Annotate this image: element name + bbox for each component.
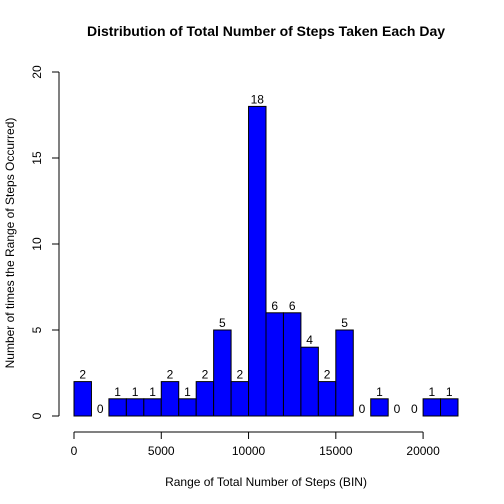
bar <box>73 381 92 417</box>
y-tick-label: 20 <box>30 65 44 79</box>
bar <box>195 381 215 417</box>
bar-count-label: 0 <box>97 402 104 416</box>
bar-count-label: 0 <box>394 402 401 416</box>
bar <box>265 312 284 417</box>
bar-count-label: 4 <box>306 333 313 347</box>
bar-count-label: 1 <box>149 385 156 399</box>
x-tick-label: 5000 <box>148 444 175 458</box>
bar <box>160 381 180 417</box>
x-tick-label: 20000 <box>406 444 440 458</box>
bar-count-label: 2 <box>236 368 243 382</box>
bar-count-label: 2 <box>167 368 174 382</box>
bar-count-label: 1 <box>376 385 383 399</box>
chart-title: Distribution of Total Number of Steps Ta… <box>87 23 445 39</box>
bars-group <box>73 105 459 417</box>
y-tick-label: 5 <box>30 326 44 333</box>
bar <box>248 105 267 417</box>
bar <box>213 329 232 417</box>
y-axis: 0 5 10 15 20 <box>30 65 60 419</box>
bar-count-label: 2 <box>202 368 209 382</box>
bar-count-label: 0 <box>411 402 418 416</box>
bar <box>125 398 145 417</box>
bar-count-label: 1 <box>132 385 139 399</box>
bar <box>282 312 302 417</box>
bar-count-label: 1 <box>184 385 191 399</box>
bar <box>178 398 197 417</box>
bar <box>440 398 459 417</box>
bar-count-label: 6 <box>289 299 296 313</box>
x-tick-label: 10000 <box>232 444 266 458</box>
bar-count-label: 2 <box>324 368 331 382</box>
bar-count-label: 5 <box>219 316 226 330</box>
x-axis-label: Range of Total Number of Steps (BIN) <box>165 475 367 489</box>
bar-count-label: 1 <box>428 385 435 399</box>
bar <box>143 398 162 417</box>
bar-count-label: 2 <box>79 368 86 382</box>
y-axis-label: Number of times the Range of Steps Occur… <box>3 118 17 369</box>
bar-count-label: 1 <box>446 385 453 399</box>
bar-count-label: 18 <box>251 92 265 106</box>
bar-count-label: 1 <box>114 385 121 399</box>
y-tick-label: 0 <box>30 412 44 419</box>
x-axis: 0 5000 10000 15000 20000 <box>71 431 440 458</box>
bar <box>370 398 389 417</box>
y-tick-label: 15 <box>30 151 44 165</box>
bar-count-label: 5 <box>341 316 348 330</box>
bar <box>317 381 337 417</box>
bar <box>300 346 319 417</box>
y-tick-label: 10 <box>30 237 44 251</box>
bar-count-label: 6 <box>271 299 278 313</box>
bar-count-label: 0 <box>359 402 366 416</box>
bar <box>230 381 250 417</box>
bar <box>108 398 127 417</box>
bar <box>422 398 442 417</box>
bar <box>335 329 354 417</box>
x-tick-label: 15000 <box>319 444 353 458</box>
x-tick-label: 0 <box>71 444 78 458</box>
